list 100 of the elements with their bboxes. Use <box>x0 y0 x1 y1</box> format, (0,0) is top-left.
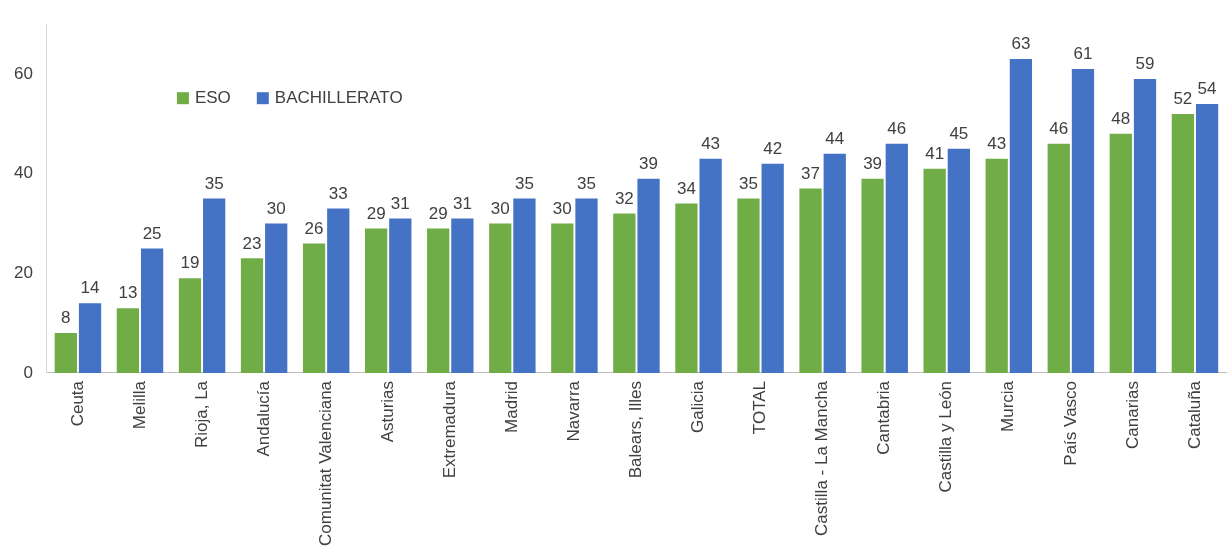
data-label: 43 <box>701 133 721 153</box>
data-label: 29 <box>366 203 386 223</box>
data-label: 61 <box>1073 44 1093 64</box>
bar <box>1171 113 1194 373</box>
data-label: 39 <box>639 153 659 173</box>
x-tick-label: Canarias <box>1122 380 1142 449</box>
bar <box>140 248 164 373</box>
bar <box>203 198 226 373</box>
bar <box>551 223 574 373</box>
bar <box>302 243 326 373</box>
bar <box>178 278 202 373</box>
x-tick-label: Castilla y León <box>936 380 956 493</box>
data-label: 13 <box>118 283 138 303</box>
bar <box>613 213 636 373</box>
data-label: 48 <box>1111 108 1131 128</box>
x-tick-label: Madrid <box>502 380 522 433</box>
bar <box>364 228 388 373</box>
bar <box>427 228 450 373</box>
bar <box>985 158 1008 373</box>
data-label: 19 <box>180 253 200 273</box>
data-label: 35 <box>739 173 758 193</box>
x-tick-label: Cataluña <box>1184 380 1204 449</box>
data-label: 59 <box>1135 54 1155 74</box>
x-tick-label: Andalucía <box>253 380 273 457</box>
x-tick-label: Asturias <box>377 380 397 443</box>
bar <box>1109 133 1132 373</box>
bar <box>451 218 474 373</box>
bar <box>761 163 784 373</box>
x-tick-label: Melilla <box>129 380 149 430</box>
legend-label: ESO <box>194 87 231 107</box>
bar <box>327 208 350 373</box>
bar <box>1009 59 1033 373</box>
data-label: 32 <box>614 188 634 208</box>
bar <box>575 198 598 373</box>
bar <box>1071 69 1095 373</box>
y-tick-label: 20 <box>13 262 33 282</box>
x-tick-label: Galicia <box>688 380 708 433</box>
data-label: 52 <box>1173 89 1193 109</box>
bar <box>823 153 846 373</box>
bar <box>1133 79 1157 373</box>
bar <box>78 303 102 373</box>
data-label: 8 <box>61 308 71 328</box>
x-tick-label: Balears, Illes <box>626 380 646 479</box>
data-label: 44 <box>825 128 845 148</box>
x-tick-label: Murcia <box>998 380 1018 432</box>
bar <box>675 203 698 373</box>
data-label: 54 <box>1197 79 1217 99</box>
data-label: 26 <box>304 218 324 238</box>
bar <box>947 148 970 373</box>
data-label: 30 <box>552 198 572 218</box>
data-label: 35 <box>577 173 596 193</box>
x-tick-label: Rioja, La <box>191 380 211 449</box>
x-tick-label: Extremadura <box>439 380 459 479</box>
bar <box>737 198 760 373</box>
y-tick-label: 60 <box>13 63 33 83</box>
x-tick-label: TOTAL <box>750 380 770 435</box>
bar <box>116 308 140 373</box>
data-label: 42 <box>763 138 783 158</box>
bar <box>54 333 77 373</box>
data-label: 14 <box>80 278 100 298</box>
data-label: 34 <box>676 178 696 198</box>
bar <box>799 188 822 373</box>
data-label: 39 <box>863 153 883 173</box>
data-label: 63 <box>1011 34 1031 54</box>
data-label: 41 <box>925 143 945 163</box>
data-label: 30 <box>490 198 510 218</box>
x-tick-label: País Vasco <box>1060 380 1080 466</box>
data-label: 25 <box>142 223 162 243</box>
legend-label: BACHILLERATO <box>274 87 403 107</box>
data-label: 37 <box>801 163 820 183</box>
data-label: 35 <box>514 173 534 193</box>
bar <box>885 143 908 373</box>
x-tick-label: Comunitat Valenciana <box>315 380 335 546</box>
x-tick-label: Ceuta <box>67 380 87 427</box>
data-label: 46 <box>1049 118 1069 138</box>
bar <box>1047 143 1070 373</box>
data-label: 29 <box>428 203 448 223</box>
bar <box>513 198 536 373</box>
bar <box>240 258 264 373</box>
bar <box>699 158 722 373</box>
bar <box>389 218 412 373</box>
data-label: 23 <box>242 233 262 253</box>
data-label: 33 <box>328 183 348 203</box>
x-tick-label: Cantabria <box>874 380 894 455</box>
data-label: 35 <box>204 173 224 193</box>
bar <box>265 223 288 373</box>
data-label: 43 <box>987 133 1007 153</box>
data-label: 31 <box>452 193 472 213</box>
y-tick-label: 0 <box>23 362 33 382</box>
data-label: 30 <box>266 198 286 218</box>
y-tick-label: 40 <box>13 163 33 183</box>
bar <box>861 178 884 373</box>
x-tick-label: Navarra <box>564 380 584 442</box>
bar <box>489 223 512 373</box>
x-tick-label: Castilla - La Mancha <box>812 380 832 536</box>
data-label: 46 <box>887 118 907 138</box>
bar <box>923 168 946 373</box>
data-label: 31 <box>390 193 410 213</box>
data-label: 45 <box>949 123 969 143</box>
bar <box>637 178 660 373</box>
